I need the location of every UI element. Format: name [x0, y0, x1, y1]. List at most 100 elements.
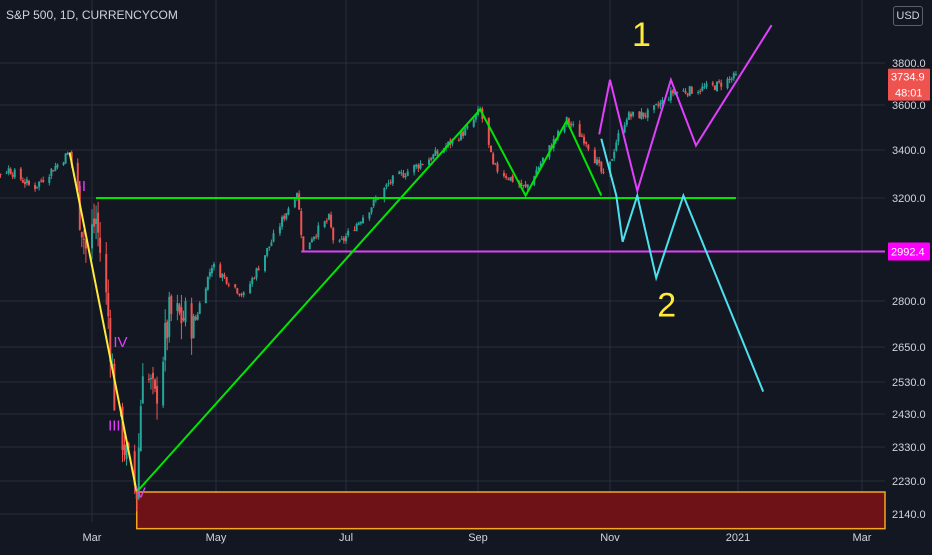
candle-body [462, 131, 465, 136]
candle-body [655, 103, 658, 105]
candle-body [457, 139, 460, 141]
price-tick-label: 3600.0 [892, 100, 926, 112]
candle-body [690, 87, 693, 94]
candle-body [385, 184, 388, 187]
candle-body [91, 224, 93, 249]
candle-body [137, 447, 140, 499]
candle-body [387, 183, 390, 185]
candle-body [257, 268, 260, 271]
candle-body [52, 170, 55, 172]
currency-button[interactable]: USD [893, 6, 923, 26]
time-tick-label: Mar [853, 532, 872, 544]
candle-body [541, 157, 544, 162]
candle-body [272, 233, 275, 242]
candle-body [325, 220, 328, 222]
candle-body [210, 267, 213, 274]
candle-body [190, 303, 193, 339]
candle-body [164, 322, 167, 361]
candle-body [23, 181, 26, 185]
candle-body [11, 174, 14, 177]
candle-body [615, 142, 618, 151]
candle-body [347, 230, 350, 236]
wave-label: III [108, 418, 121, 435]
candle-body [21, 180, 24, 183]
candle-body [285, 213, 288, 219]
candle-body [400, 172, 403, 174]
candle-body [464, 128, 467, 136]
candle-body [82, 238, 85, 240]
candle-body [323, 221, 326, 227]
candle-body [716, 81, 719, 92]
support-zone [135, 491, 886, 530]
time-axis: Mar May Jul Sep Nov 2021 Mar [83, 532, 872, 544]
candle-body [611, 159, 614, 161]
candle-body [502, 172, 505, 177]
trendline-magenta [598, 24, 773, 195]
candle-body [208, 271, 211, 277]
candle-body [374, 198, 377, 201]
candle-body [359, 221, 362, 224]
candle-body [287, 208, 290, 215]
candle-body [474, 114, 477, 120]
candle-body [206, 276, 209, 290]
candle-body [302, 236, 305, 251]
candle-body [212, 263, 215, 268]
candle-body [139, 406, 142, 452]
wave-label: IV [113, 334, 127, 351]
candle-body [315, 236, 318, 238]
wave-label: V [136, 485, 146, 502]
candle-body [509, 177, 512, 181]
candle-body [494, 163, 497, 165]
candle-body [383, 187, 386, 200]
candle-body [19, 168, 22, 180]
candle-body [298, 193, 301, 210]
candle-body [434, 150, 437, 156]
candle-body [466, 125, 469, 129]
price-tick-label: 2230.0 [892, 476, 926, 488]
candle-body [596, 159, 599, 165]
candle-body [487, 117, 490, 145]
price-tick-label: 2530.0 [892, 377, 926, 389]
candle-body [293, 199, 296, 208]
candle-body [522, 184, 525, 186]
candle-body [557, 130, 560, 138]
time-tick-label: May [206, 532, 227, 544]
candle-body [711, 82, 714, 85]
candle-body [7, 168, 10, 173]
candle-body [617, 133, 620, 142]
candle-body [580, 135, 583, 137]
candle-body [669, 90, 672, 101]
candle-body [93, 218, 96, 227]
candle-body [526, 184, 529, 188]
candle-body [415, 164, 418, 167]
candle-body [196, 314, 199, 320]
candle-body [430, 158, 433, 160]
candle-body [66, 153, 69, 155]
candle-body [587, 144, 590, 150]
candle-body [180, 307, 183, 324]
symbol-title: S&P 500, 1D, CURRENCYCOM [6, 8, 178, 22]
candle-body [524, 184, 527, 187]
candle-body [699, 90, 702, 92]
candle-body [170, 296, 173, 315]
candle-body [266, 248, 269, 256]
candle-body [684, 91, 687, 94]
time-tick-label: Mar [83, 532, 102, 544]
candle-body [34, 184, 37, 190]
candle-body [278, 226, 281, 234]
price-tick-label: 3200.0 [892, 193, 926, 205]
candle-body [219, 264, 222, 278]
candle-body [376, 198, 379, 200]
candle-body [661, 99, 664, 104]
candle-body [667, 99, 670, 101]
candle-body [459, 130, 462, 141]
candle-body [141, 376, 144, 404]
candle-body [238, 293, 241, 296]
candle-body [249, 283, 252, 294]
candle-body [447, 141, 450, 146]
candle-body [362, 217, 365, 224]
bar-countdown-label: 48:01 [895, 88, 923, 100]
candle-body [268, 246, 271, 248]
